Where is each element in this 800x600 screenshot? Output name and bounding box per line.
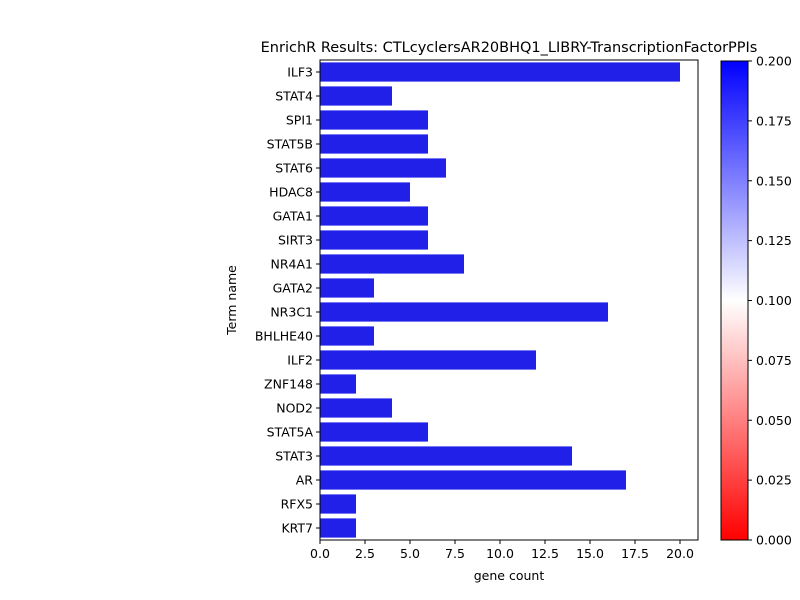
y-tick-label: BHLHE40: [255, 329, 313, 344]
colorbar-tick-label: 0.100: [756, 293, 792, 308]
bar-ilf2: [320, 350, 536, 370]
x-tick-label: 0.0: [310, 546, 330, 561]
y-tick-label: ILF2: [287, 353, 313, 368]
colorbar-tick-label: 0.200: [756, 54, 792, 69]
x-tick-label: 12.5: [531, 546, 559, 561]
colorbar-tick-label: 0.075: [756, 353, 792, 368]
bar-stat6: [320, 158, 446, 178]
y-tick-label: KRT7: [281, 521, 313, 536]
bar-bhlhe40: [320, 326, 374, 346]
y-tick-labels: ILF3 STAT4 SPI1 STAT5B STAT6 HDAC8 GATA1 SIRT3 N…: [255, 65, 320, 536]
bar-nr4a1: [320, 254, 464, 274]
plot-frame: [319, 59, 699, 541]
y-tick-label: STAT6: [275, 161, 313, 176]
colorbar-tick-label: 0.025: [756, 473, 792, 488]
colorbar-tick-label: 0.125: [756, 233, 792, 248]
y-tick-label: SPI1: [286, 113, 313, 128]
bar-nr3c1: [320, 302, 608, 322]
y-tick-label: NR4A1: [271, 257, 314, 272]
bar-nod2: [320, 398, 392, 418]
y-tick-label: ZNF148: [264, 377, 313, 392]
bar-znf148: [320, 374, 356, 394]
y-tick-label: STAT3: [275, 449, 313, 464]
y-tick-label: STAT5B: [267, 137, 313, 152]
bar-stat4: [320, 86, 392, 106]
colorbar-tick-label: 0.150: [756, 173, 792, 188]
x-tick-label: 7.5: [445, 546, 465, 561]
bar-spi1: [320, 110, 428, 130]
x-tick-label: 15.0: [576, 546, 604, 561]
colorbar-tick-label: 0.175: [756, 113, 792, 128]
bar-ar: [320, 470, 626, 490]
bar-sirt3: [320, 230, 428, 250]
y-tick-label: GATA2: [273, 281, 313, 296]
bar-stat5a: [320, 422, 428, 442]
bar-hdac8: [320, 182, 410, 202]
y-tick-label: NR3C1: [270, 305, 313, 320]
colorbar-tick-label: 0.050: [756, 413, 792, 428]
x-tick-label: 10.0: [486, 546, 514, 561]
y-tick-label: SIRT3: [278, 233, 313, 248]
x-tick-label: 2.5: [355, 546, 375, 561]
bar-krt7: [320, 518, 356, 538]
bars-layer: [320, 62, 680, 538]
colorbar-ticks: 0.000 0.025 0.050 0.075 0.100 0.125 0.150 0.175…: [748, 54, 792, 548]
chart-title: EnrichR Results: CTLcyclersAR20BHQ1_LIBR…: [261, 40, 758, 56]
bar-ilf3: [320, 62, 680, 82]
x-tick-label: 20.0: [666, 546, 694, 561]
y-tick-label: AR: [296, 473, 314, 488]
x-axis-label: gene count: [474, 568, 545, 583]
x-tick-label: 17.5: [621, 546, 649, 561]
x-tick-label: 5.0: [400, 546, 420, 561]
y-tick-label: GATA1: [273, 209, 313, 224]
bar-gata1: [320, 206, 428, 226]
bar-gata2: [320, 278, 374, 298]
y-tick-label: STAT5A: [267, 425, 314, 440]
colorbar-tick-label: 0.000: [756, 533, 792, 548]
bar-stat3: [320, 446, 572, 466]
bar-rfx5: [320, 494, 356, 514]
bar-stat5b: [320, 134, 428, 154]
y-tick-label: ILF3: [287, 65, 313, 80]
y-tick-label: HDAC8: [269, 185, 313, 200]
x-ticks: 0.0 2.5 5.0 7.5 10.0 12.5 15.0 17.5 20.0: [310, 540, 694, 561]
y-tick-label: STAT4: [275, 89, 313, 104]
y-tick-label: RFX5: [281, 497, 313, 512]
colorbar: [720, 60, 749, 541]
y-tick-label: NOD2: [276, 401, 313, 416]
y-axis-label: Term name: [224, 265, 239, 336]
